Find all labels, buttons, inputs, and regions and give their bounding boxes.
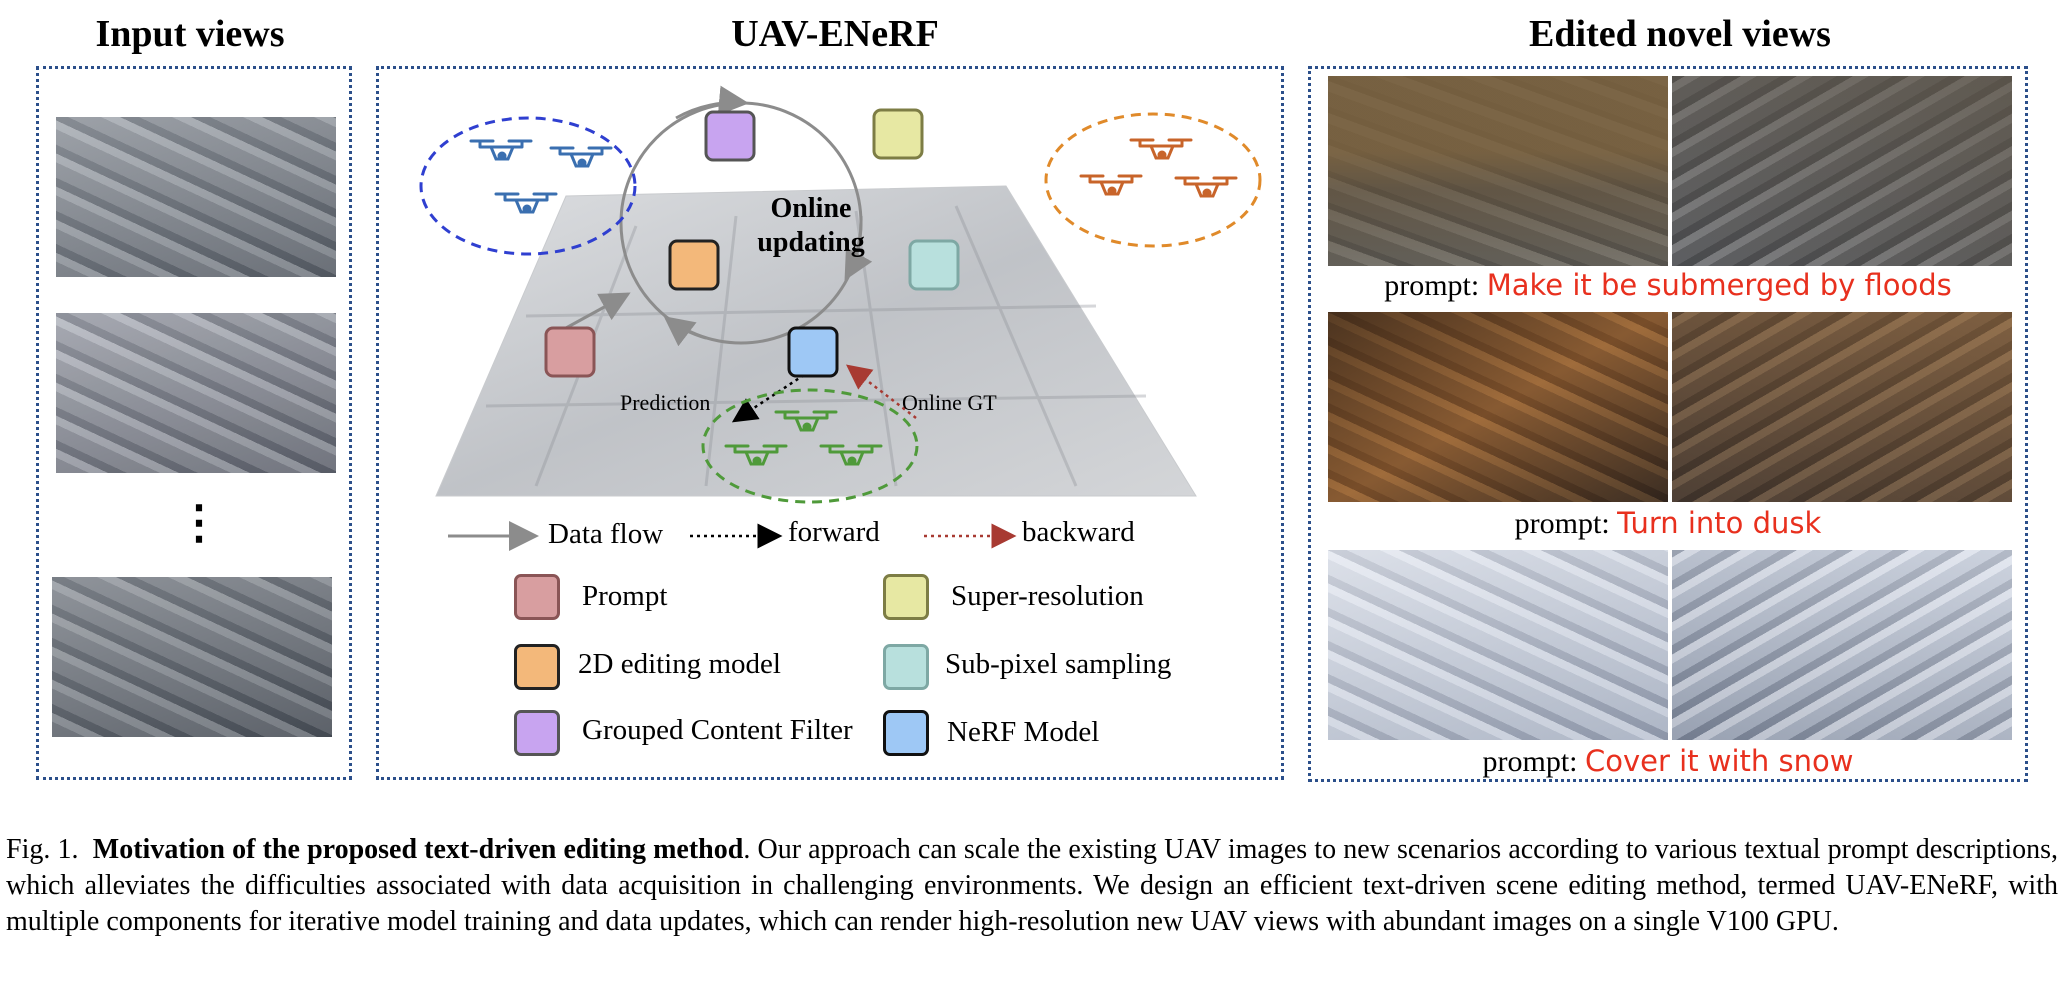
- legend-label: NeRF Model: [947, 716, 1100, 748]
- legend-label: 2D editing model: [578, 648, 781, 680]
- online-gt-label: Online GT: [902, 390, 997, 415]
- method-panel: [376, 66, 1284, 780]
- figure-number: Fig. 1.: [6, 834, 79, 865]
- input-views-panel: [36, 66, 352, 780]
- drone-icon: [1129, 138, 1193, 160]
- prompt-caption: prompt: Cover it with snow: [1308, 744, 2028, 779]
- caption-text: . Our approach can scale the existing UA…: [6, 834, 2059, 937]
- edited-views-panel: [1308, 66, 2028, 782]
- data-flow-label: Data flow: [548, 518, 664, 550]
- legend-swatch: [883, 644, 929, 690]
- drone-icon: [724, 444, 788, 466]
- input-view-image: [52, 577, 332, 737]
- drone-icon: [494, 192, 558, 214]
- super-resolution-node: [872, 108, 924, 160]
- edited-view-image: [1672, 312, 2012, 502]
- edited-view-image: [1672, 76, 2012, 266]
- 2d-editing-model-node: [668, 239, 720, 291]
- drone-icon: [549, 146, 613, 168]
- forward-label: forward: [788, 516, 880, 548]
- drone-icon: [469, 139, 533, 161]
- edited-view-image: [1672, 550, 2012, 740]
- prompt-text: Cover it with snow: [1585, 744, 1854, 778]
- prompt-prefix: prompt:: [1514, 507, 1618, 540]
- input-view-image: [56, 117, 336, 277]
- legend-label: Super-resolution: [951, 580, 1144, 612]
- drone-icon: [774, 410, 838, 432]
- figure-caption: Fig. 1. Motivation of the proposed text-…: [6, 832, 2058, 940]
- legend-swatch: [514, 574, 560, 620]
- legend-label: Sub-pixel sampling: [945, 648, 1172, 680]
- backward-label: backward: [1022, 516, 1135, 548]
- prompt-text: Make it be submerged by floods: [1486, 268, 1952, 302]
- edited-view-image: [1328, 312, 1668, 502]
- input-views-title: Input views: [95, 13, 285, 55]
- prompt-caption: prompt: Turn into dusk: [1308, 506, 2028, 541]
- input-view-image: [56, 313, 336, 473]
- edited-view-image: [1328, 550, 1668, 740]
- drone-icon: [819, 444, 883, 466]
- prompt-prefix: prompt:: [1482, 745, 1585, 778]
- edited-views-title: Edited novel views: [1529, 13, 1831, 55]
- updating-label: updating: [757, 227, 865, 258]
- online-label: Online: [770, 193, 852, 224]
- edited-view-image: [1328, 76, 1668, 266]
- drone-group-green: [701, 388, 919, 504]
- drone-icon: [1174, 176, 1238, 198]
- legend-label: Grouped Content Filter: [582, 714, 853, 746]
- prompt-caption: prompt: Make it be submerged by floods: [1308, 268, 2028, 303]
- sub-pixel-sampling-node: [908, 239, 960, 291]
- legend-swatch: [883, 710, 929, 756]
- drone-group-blue: [419, 116, 637, 256]
- prompt-node: [544, 326, 596, 378]
- legend-swatch: [514, 644, 560, 690]
- method-diagram: [419, 85, 1262, 551]
- prediction-label: Prediction: [620, 390, 711, 415]
- legend-swatch: [883, 574, 929, 620]
- grouped-content-filter-node: [704, 110, 756, 162]
- legend-label: Prompt: [582, 580, 668, 612]
- drone-icon: [1079, 174, 1143, 196]
- drone-group-orange: [1044, 112, 1262, 248]
- prompt-prefix: prompt:: [1384, 269, 1487, 302]
- ellipsis: ⋮: [176, 497, 222, 548]
- caption-bold: Motivation of the proposed text-driven e…: [92, 834, 744, 865]
- prompt-text: Turn into dusk: [1617, 506, 1822, 540]
- legend-swatch: [514, 710, 560, 756]
- nerf-model-node: [787, 326, 839, 378]
- method-title: UAV-ENeRF: [731, 13, 939, 55]
